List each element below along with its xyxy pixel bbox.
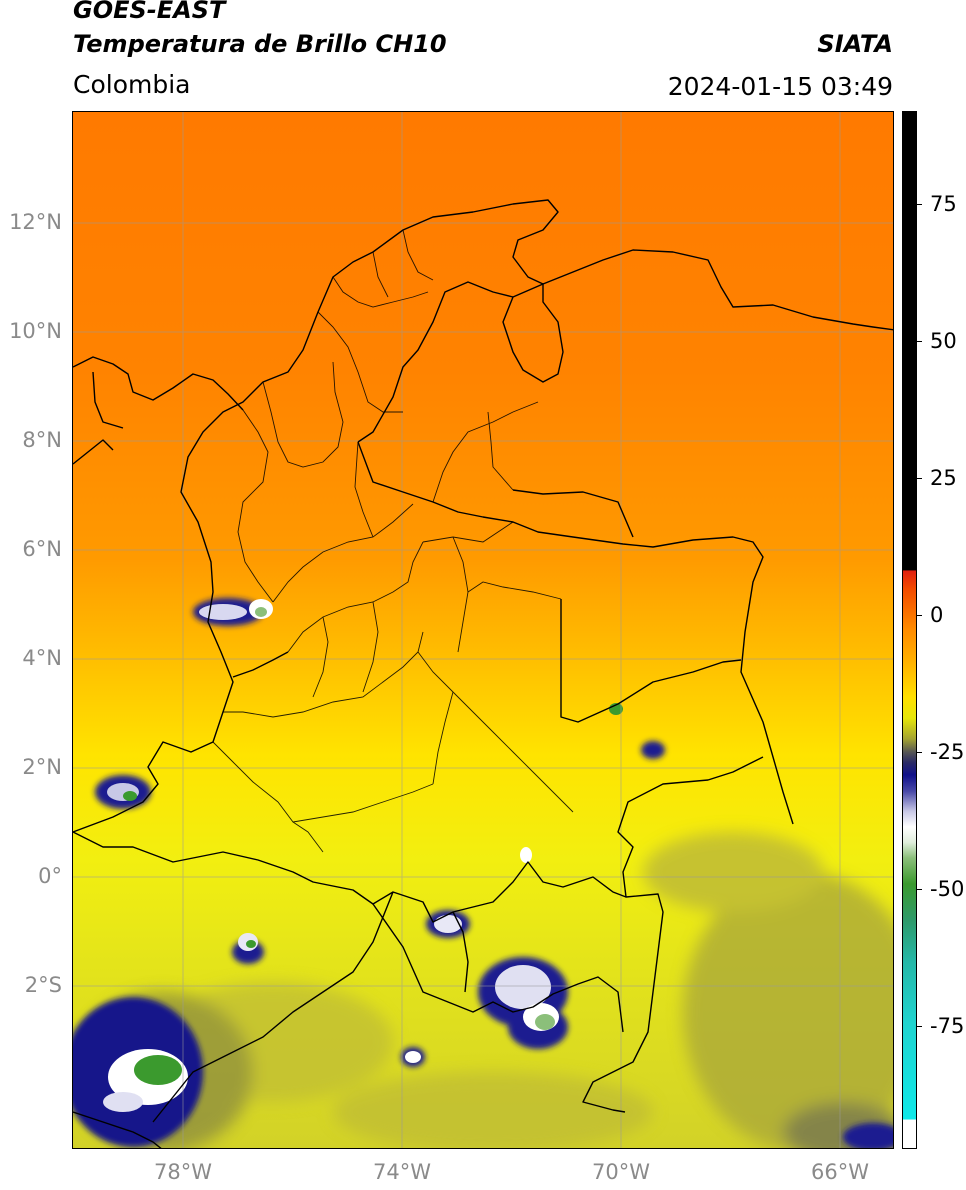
colorbar-tick [917,889,922,890]
colorbar-label-50: 50 [930,329,957,353]
lon-label-74w: 74°W [373,1160,431,1184]
lon-label-78w: 78°W [154,1160,212,1184]
satellite-title: GOES-EAST [73,0,226,24]
colorbar-label-75: 75 [930,192,957,216]
satellite-map [72,111,894,1149]
department-borders [212,229,574,853]
lat-label-10n: 10°N [9,319,62,343]
lat-label-0: 0° [38,864,62,888]
colorbar-tick [917,615,922,616]
colorbar-tick [917,752,922,753]
colorbar-label-neg25: -25 [930,740,965,764]
lat-label-2n: 2°N [22,755,62,779]
organization-label: SIATA [817,30,893,58]
colorbar-tick [917,204,922,205]
colorbar [902,111,917,1149]
colorbar-label-25: 25 [930,466,957,490]
country-borders [73,199,893,1148]
colorbar-tick [917,1026,922,1027]
colorbar-label-neg50: -50 [930,877,965,901]
colorbar-label-0: 0 [930,603,944,627]
lon-label-70w: 70°W [592,1160,650,1184]
map-canvas [73,112,893,1148]
graticule [73,112,893,1148]
lat-label-6n: 6°N [22,537,62,561]
lat-label-12n: 12°N [9,210,62,234]
lon-label-66w: 66°W [811,1160,869,1184]
lat-label-4n: 4°N [22,646,62,670]
product-title: Temperatura de Brillo CH10 [73,30,447,58]
datetime-label: 2024-01-15 03:49 [667,72,893,101]
region-label: Colombia [73,70,191,99]
lat-label-2s: 2°S [24,973,62,997]
colorbar-label-neg75: -75 [930,1014,965,1038]
lat-label-8n: 8°N [22,428,62,452]
colorbar-tick [917,341,922,342]
colorbar-tick [917,478,922,479]
